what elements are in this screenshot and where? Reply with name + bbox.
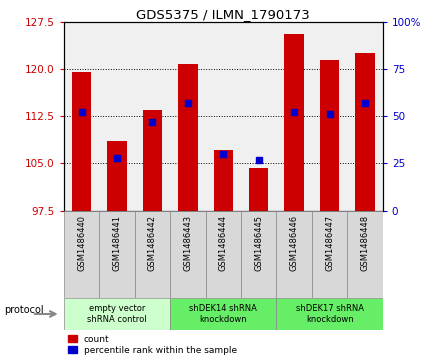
Bar	[284, 34, 304, 211]
Point	[78, 110, 85, 115]
Bar	[276, 211, 312, 298]
Text: GSM1486440: GSM1486440	[77, 215, 86, 271]
Bar	[107, 141, 127, 211]
Bar	[312, 211, 347, 298]
Point	[184, 100, 191, 106]
Point	[149, 119, 156, 125]
Bar	[64, 211, 99, 298]
Text: GSM1486446: GSM1486446	[290, 215, 299, 271]
Bar	[320, 60, 339, 211]
Point	[255, 157, 262, 163]
Bar	[170, 211, 205, 298]
Bar	[356, 53, 375, 211]
Text: GSM1486442: GSM1486442	[148, 215, 157, 271]
Text: GSM1486448: GSM1486448	[360, 215, 370, 271]
Title: GDS5375 / ILMN_1790173: GDS5375 / ILMN_1790173	[136, 8, 310, 21]
Text: GSM1486444: GSM1486444	[219, 215, 228, 271]
Legend: count, percentile rank within the sample: count, percentile rank within the sample	[64, 331, 241, 359]
Bar	[170, 298, 276, 330]
Point	[362, 100, 369, 106]
Text: GSM1486445: GSM1486445	[254, 215, 263, 271]
Bar	[241, 211, 276, 298]
Bar	[276, 298, 383, 330]
Bar	[64, 298, 170, 330]
Point	[220, 151, 227, 157]
Bar	[72, 72, 91, 211]
Bar	[347, 211, 383, 298]
Bar	[205, 211, 241, 298]
Bar	[99, 211, 135, 298]
Bar	[143, 110, 162, 211]
Point	[326, 111, 333, 117]
Text: protocol: protocol	[4, 305, 44, 315]
Text: GSM1486441: GSM1486441	[113, 215, 121, 271]
Text: empty vector
shRNA control: empty vector shRNA control	[87, 304, 147, 324]
Text: GSM1486443: GSM1486443	[183, 215, 192, 271]
Bar	[178, 64, 198, 211]
Text: shDEK14 shRNA
knockdown: shDEK14 shRNA knockdown	[189, 304, 257, 324]
Bar	[249, 168, 268, 211]
Bar	[135, 211, 170, 298]
Text: GSM1486447: GSM1486447	[325, 215, 334, 271]
Text: shDEK17 shRNA
knockdown: shDEK17 shRNA knockdown	[296, 304, 363, 324]
Bar	[213, 150, 233, 211]
Point	[291, 110, 298, 115]
Point	[114, 155, 121, 160]
